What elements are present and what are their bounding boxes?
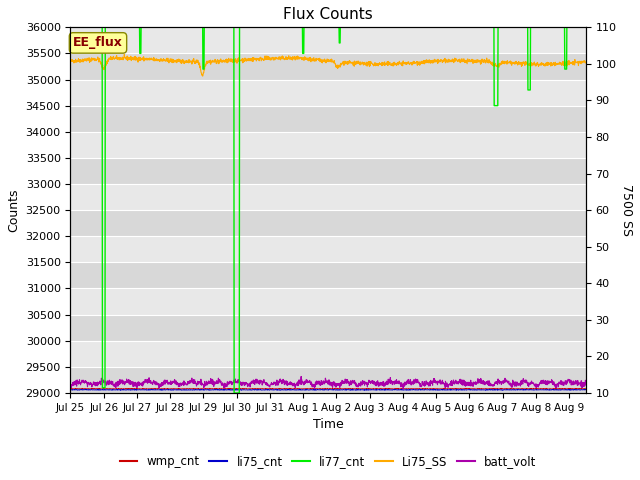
Text: EE_flux: EE_flux — [73, 36, 123, 49]
X-axis label: Time: Time — [313, 418, 344, 431]
Bar — [70, 236, 586, 263]
Bar — [70, 288, 586, 314]
Bar — [70, 27, 586, 53]
Bar — [70, 184, 586, 210]
Bar — [70, 314, 586, 341]
Bar — [70, 158, 586, 184]
Bar — [70, 367, 586, 393]
Bar — [70, 132, 586, 158]
Bar — [70, 210, 586, 236]
Y-axis label: 7500 SS: 7500 SS — [620, 184, 633, 236]
Bar — [70, 106, 586, 132]
Bar — [70, 80, 586, 106]
Bar — [70, 263, 586, 288]
Bar — [70, 341, 586, 367]
Title: Flux Counts: Flux Counts — [283, 7, 373, 22]
Bar — [70, 53, 586, 80]
Legend: wmp_cnt, li75_cnt, li77_cnt, Li75_SS, batt_volt: wmp_cnt, li75_cnt, li77_cnt, Li75_SS, ba… — [115, 450, 541, 472]
Y-axis label: Counts: Counts — [7, 188, 20, 232]
